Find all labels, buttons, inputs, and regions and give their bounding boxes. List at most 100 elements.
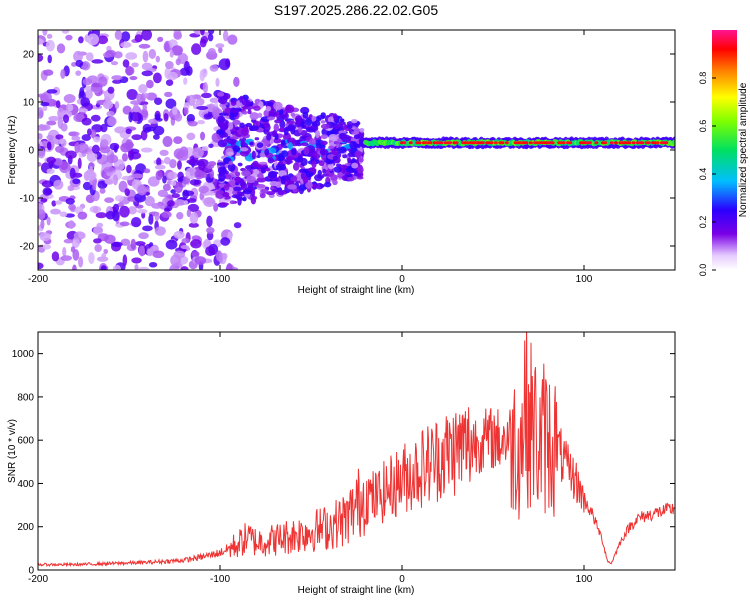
heatmap-cell (224, 174, 232, 180)
heatmap-cell (311, 160, 317, 169)
heatmap-cell (38, 38, 44, 45)
heatmap-cell (227, 34, 238, 45)
heatmap-cell (154, 226, 166, 236)
heatmap-cell (68, 220, 75, 229)
heatmap-cell (257, 112, 263, 119)
heatmap-cell (173, 31, 183, 40)
heatmap-cell (100, 138, 109, 148)
heatmap-cell (141, 62, 153, 71)
heatmap-cell (129, 75, 138, 81)
heatmap-cell (640, 141, 645, 145)
heatmap-cell (40, 124, 51, 131)
heatmap-cell (169, 50, 174, 58)
heatmap-cell (38, 107, 44, 119)
heatmap-cell (320, 123, 330, 130)
heatmap-cell (59, 138, 65, 145)
heatmap-cell (272, 130, 278, 137)
heatmap-cell (217, 166, 227, 175)
heatmap-cell (328, 134, 338, 141)
heatmap-cell (106, 110, 115, 117)
heatmap-cell (439, 141, 444, 145)
heatmap-cell (194, 256, 207, 265)
heatmap-cell (77, 142, 89, 154)
heatmap-cell (111, 75, 123, 81)
heatmap-cell (55, 100, 61, 109)
heatmap-cell (243, 189, 253, 195)
heatmap-cell (197, 120, 206, 125)
heatmap-cell (309, 138, 317, 145)
heatmap-cell (154, 164, 166, 170)
heatmap-cell (38, 262, 44, 270)
heatmap-cell (218, 96, 228, 105)
heatmap-cell (320, 134, 328, 140)
heatmap-cell (93, 238, 102, 244)
heatmap-cell (104, 197, 114, 203)
heatmap-cell (184, 60, 190, 72)
heatmap-cell (330, 174, 339, 181)
heatmap-cell (147, 176, 160, 187)
heatmap-cell (217, 91, 225, 97)
heatmap-cell (187, 198, 197, 203)
heatmap-cell (265, 191, 276, 196)
heatmap-cell (138, 266, 150, 270)
heatmap-cell (154, 212, 160, 222)
heatmap-cell (254, 137, 260, 141)
snr-ytick-label: 200 (17, 522, 34, 533)
heatmap-cell (153, 125, 165, 136)
heatmap-cell (228, 160, 234, 165)
figure-title: S197.2025.286.22.02.G05 (274, 2, 438, 18)
heatmap-cell (417, 141, 422, 145)
heatmap-cell (215, 190, 225, 199)
heatmap-cell (239, 95, 244, 103)
heatmap-cell (46, 216, 51, 226)
spectrogram-xtick-label: 100 (576, 274, 593, 285)
heatmap-cell (79, 87, 85, 98)
heatmap-cell (286, 156, 295, 161)
heatmap-cell (136, 93, 143, 102)
heatmap-cell (353, 127, 360, 135)
heatmap-cell (290, 112, 296, 117)
heatmap-cell (131, 173, 144, 179)
heatmap-cell (112, 264, 121, 270)
heatmap-cell (359, 127, 365, 133)
snr-ytick-label: 400 (17, 479, 34, 490)
heatmap-cell (126, 164, 132, 174)
heatmap-cell (88, 252, 95, 264)
heatmap-cell (284, 104, 295, 114)
heatmap-cell (67, 103, 74, 112)
heatmap-cell (148, 48, 157, 60)
heatmap-cell (260, 188, 269, 194)
heatmap-cell (43, 69, 54, 76)
heatmap-cell (188, 222, 199, 228)
heatmap-cell (165, 79, 174, 86)
snr-ytick-label: 0 (28, 566, 34, 577)
heatmap-cell (150, 245, 159, 251)
heatmap-cell (142, 225, 153, 232)
heatmap-cell (81, 134, 92, 141)
heatmap-cell (568, 141, 573, 145)
heatmap-cell (173, 230, 185, 239)
heatmap-cell (493, 141, 498, 145)
heatmap-cell (402, 141, 407, 145)
heatmap-cell (78, 256, 84, 268)
heatmap-cell (287, 184, 297, 190)
heatmap-cell (94, 244, 102, 252)
heatmap-cell (120, 31, 131, 42)
spectrogram-ytick-label: 0 (28, 146, 34, 157)
heatmap-cell (163, 156, 171, 165)
colorbar-ticks: 0.0 0.2 0.4 0.6 0.8 (698, 72, 716, 276)
heatmap-cell (303, 146, 310, 156)
heatmap-cell (268, 171, 278, 179)
heatmap-cell (281, 150, 289, 158)
heatmap-cell (142, 50, 149, 63)
heatmap-cell (233, 222, 242, 229)
heatmap-cell (65, 197, 75, 205)
heatmap-cell (165, 239, 178, 250)
heatmap-cell (249, 141, 254, 146)
heatmap-cell (305, 181, 313, 189)
heatmap-cell (273, 101, 283, 111)
heatmap-cell (271, 189, 282, 193)
heatmap-cell (100, 123, 108, 133)
heatmap-cell (171, 106, 178, 116)
heatmap-cell (240, 180, 246, 189)
